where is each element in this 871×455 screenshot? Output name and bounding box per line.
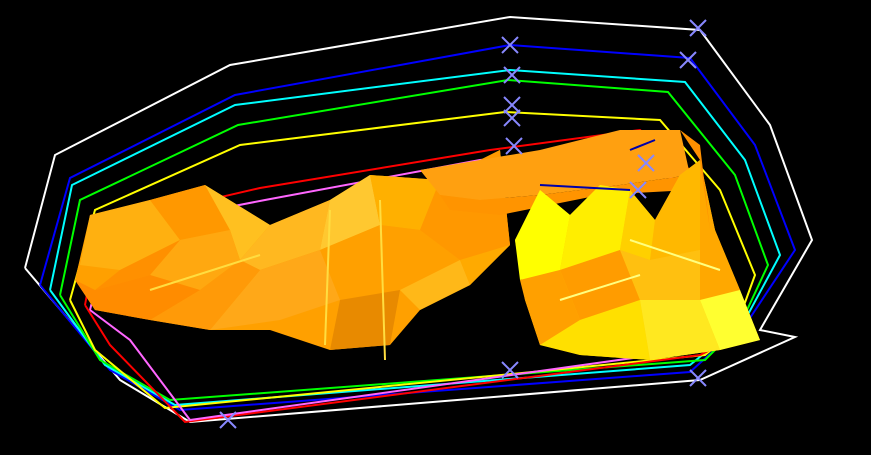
x-marker-icon (219, 411, 237, 429)
x-marker-icon (689, 369, 707, 387)
x-marker-icon (501, 361, 519, 379)
x-marker-icon (629, 181, 647, 199)
orange-surface-bridge (420, 130, 690, 215)
x-marker-icon (503, 109, 521, 127)
yellow-surface-right (515, 130, 760, 360)
x-marker-icon (505, 137, 523, 155)
x-marker-icon (503, 66, 521, 84)
inner-contour-fragments (539, 139, 656, 191)
x-marker-icon (501, 36, 519, 54)
x-marker-icon (637, 154, 655, 172)
x-marker-icon (679, 51, 697, 69)
x-marker-icon (503, 96, 521, 114)
contour-ring-blue (39, 43, 797, 412)
marker-points (219, 19, 707, 429)
x-marker-icon (689, 19, 707, 37)
contour-ring-yellow (69, 110, 757, 410)
